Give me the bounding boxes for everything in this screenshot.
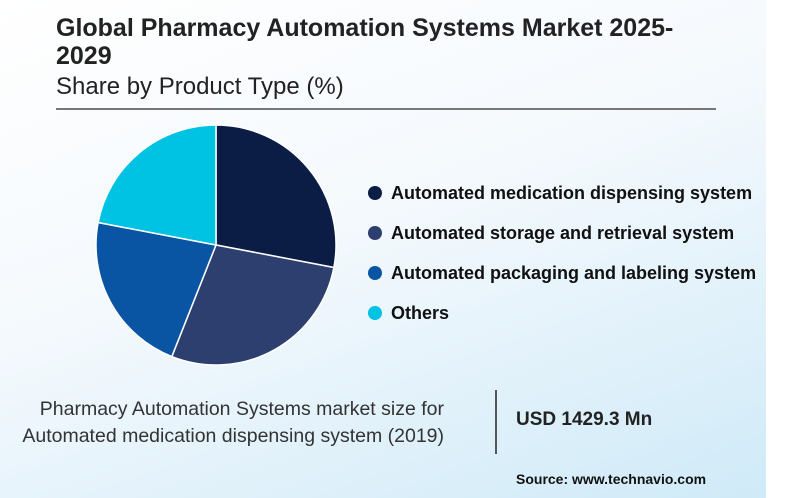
- pie-slice: [215, 124, 337, 269]
- legend-item: Automated medication dispensing system: [368, 173, 756, 213]
- market-size-note: Pharmacy Automation Systems market size …: [22, 398, 444, 447]
- pie-slice: [170, 244, 335, 366]
- legend-swatch: [368, 186, 382, 200]
- legend-swatch: [368, 266, 382, 280]
- legend: Automated medication dispensing system Au…: [368, 173, 756, 333]
- pie-slice: [95, 221, 218, 358]
- legend-item: Automated storage and retrieval system: [368, 213, 756, 253]
- legend-swatch: [368, 226, 382, 240]
- legend-item: Automated packaging and labeling system: [368, 253, 756, 293]
- chart-title: Global Pharmacy Automation Systems Marke…: [56, 14, 674, 70]
- legend-label: Automated storage and retrieval system: [391, 222, 735, 243]
- legend-label: Automated medication dispensing system: [391, 182, 753, 203]
- pie-slice: [97, 124, 217, 246]
- footer-divider: [495, 390, 497, 454]
- legend-swatch: [368, 306, 382, 320]
- legend-item: Others: [368, 293, 756, 333]
- chart-card: Global Pharmacy Automation Systems Marke…: [0, 0, 766, 498]
- market-size-value: USD 1429.3 Mn: [516, 409, 653, 430]
- legend-label: Others: [391, 302, 450, 323]
- source-text: Source: www.technavio.com: [516, 471, 707, 487]
- chart-subtitle: Share by Product Type (%): [56, 73, 344, 100]
- legend-label: Automated packaging and labeling system: [391, 262, 757, 283]
- title-divider: [56, 108, 716, 110]
